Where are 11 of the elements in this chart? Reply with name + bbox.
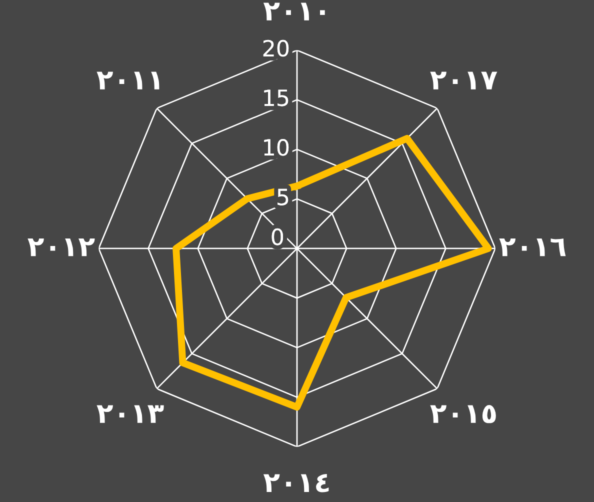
y-tick-label: 20 — [263, 40, 289, 57]
spoke-label: ٢٠١٣ — [96, 405, 164, 423]
spoke-label: ٢٠١٠ — [263, 2, 325, 20]
spoke-label: ٢٠١١ — [96, 72, 160, 90]
y-tick-label: 10 — [264, 138, 289, 156]
spoke-label: ٢٠١٦ — [499, 238, 566, 256]
spoke-label: ٢٠١٧ — [430, 72, 498, 90]
y-tick-label: 15 — [264, 90, 288, 106]
spoke-label: ٢٠١٥ — [430, 405, 496, 424]
spoke-label: ٢٠١٢ — [28, 238, 95, 256]
spoke-label: ٢٠١٤ — [263, 474, 329, 492]
